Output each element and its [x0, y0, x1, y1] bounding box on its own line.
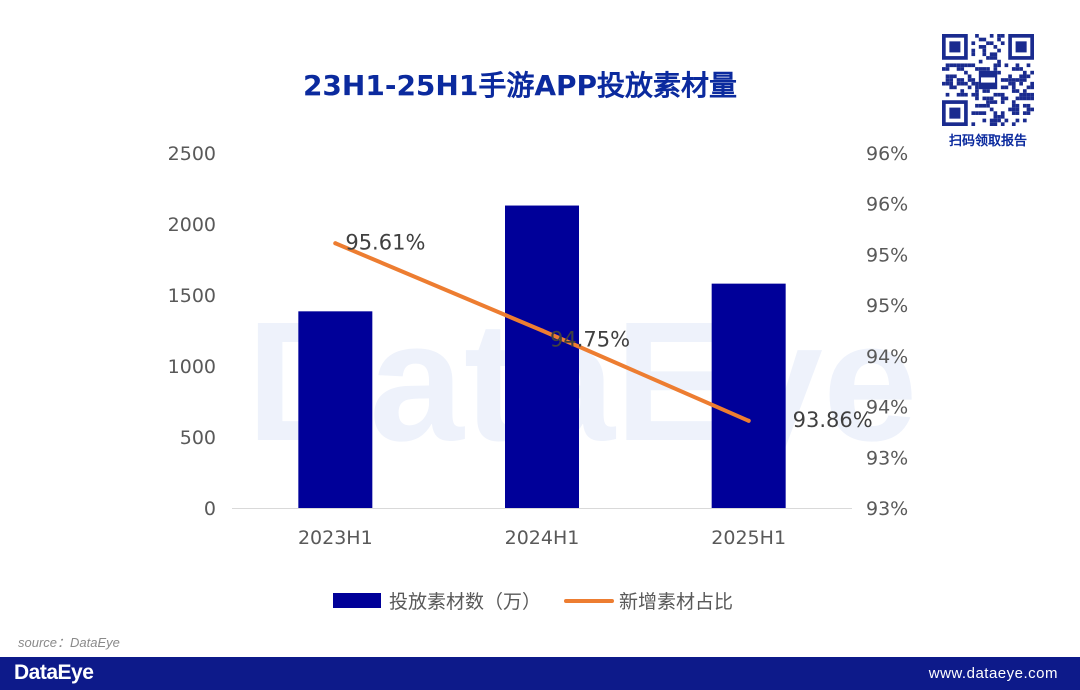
x-axis-labels: 2023H1 2024H1 2025H1	[298, 527, 786, 549]
right-tick-label: 94%	[866, 346, 908, 368]
line-data-label: 95.61%	[345, 230, 425, 254]
footer-logo: DataEye	[14, 661, 94, 684]
left-tick-label: 0	[204, 498, 216, 520]
x-tick-label: 2025H1	[711, 527, 786, 549]
qr-label: 扫码领取报告	[948, 134, 1027, 149]
right-tick-label: 93%	[866, 498, 908, 520]
line-data-label: 94.75%	[550, 328, 630, 352]
left-tick-label: 500	[180, 427, 216, 449]
left-tick-label: 1500	[168, 285, 216, 307]
left-tick-label: 2500	[168, 143, 216, 165]
legend: 投放素材数（万） 新增素材占比	[333, 591, 733, 613]
qr-code-icon[interactable]	[942, 34, 1034, 126]
line-data-label: 93.86%	[793, 408, 873, 432]
bar-2024H1	[505, 205, 579, 509]
line-point-2025H1	[746, 418, 751, 423]
chart-title: 23H1-25H1手游APP投放素材量	[302, 69, 738, 102]
source-note: source：DataEye	[18, 635, 120, 650]
legend-bar-label: 投放素材数（万）	[389, 591, 541, 613]
right-tick-label: 95%	[866, 295, 908, 317]
x-tick-label: 2023H1	[298, 527, 373, 549]
footer-url[interactable]: www.dataeye.com	[928, 665, 1058, 682]
line-point-2024H1	[540, 328, 544, 333]
left-tick-label: 2000	[168, 214, 216, 236]
right-tick-label: 96%	[866, 194, 908, 216]
bar-2025H1	[711, 283, 786, 508]
right-y-axis: 93% 93% 94% 94% 95% 95% 96% 96%	[866, 143, 908, 520]
right-tick-label: 95%	[866, 244, 908, 266]
right-tick-label: 96%	[866, 143, 908, 165]
legend-line-label: 新增素材占比	[619, 591, 733, 613]
qr-block: 扫码领取报告	[936, 34, 1040, 149]
bar-2023H1	[298, 311, 373, 508]
left-y-axis: 0 500 1000 1500 2000 2500	[168, 143, 216, 520]
left-tick-label: 1000	[168, 356, 216, 378]
line-series	[333, 241, 751, 423]
bar-series	[298, 205, 786, 509]
right-tick-label: 93%	[866, 447, 908, 469]
x-tick-label: 2024H1	[505, 527, 580, 549]
line-point-2023H1	[333, 241, 338, 246]
legend-bar-swatch	[333, 593, 381, 608]
line-data-labels: 95.61% 94.75% 93.86%	[345, 230, 872, 432]
footer-bar: DataEye www.dataeye.com	[0, 657, 1080, 690]
right-tick-label: 94%	[866, 397, 908, 419]
